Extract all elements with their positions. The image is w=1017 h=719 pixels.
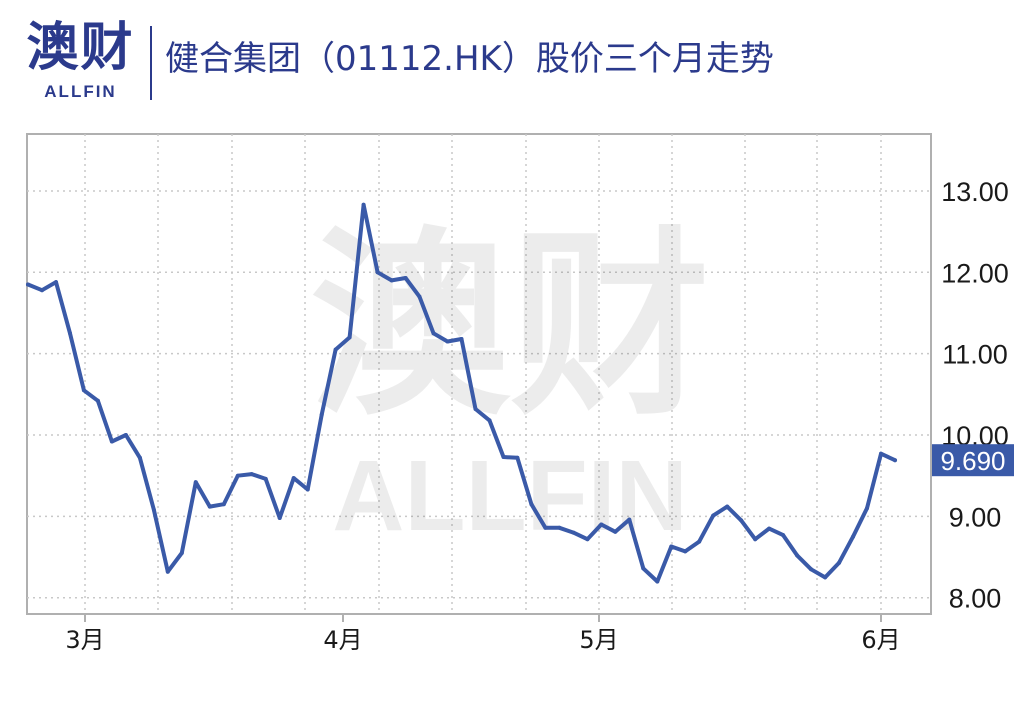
data-point [291,476,296,481]
data-point [95,398,100,403]
data-point [711,513,716,518]
data-point [697,539,702,544]
x-axis-ticks: 3月 4月 5月 6月 [65,614,901,654]
data-point [529,502,534,507]
price-data-points [26,202,897,584]
data-point [389,278,394,283]
data-point [739,518,744,523]
data-point [585,537,590,542]
data-point [683,549,688,554]
data-point [571,530,576,535]
data-point [879,451,883,456]
data-point [235,473,240,478]
data-point [781,533,786,538]
y-tick-label: 12.00 [941,258,1009,288]
data-point [599,522,604,527]
last-price-value: 9.690 [940,446,1005,476]
data-point [459,337,464,341]
data-point [501,455,506,459]
data-point [54,280,58,285]
data-point [445,339,450,344]
plot-frame [26,133,932,615]
data-point [361,202,366,207]
x-tick-label: 5月 [579,626,618,654]
data-point [515,455,520,460]
x-tick-label: 4月 [323,626,362,654]
allfin-logo: 澳财 ALLFIN [18,18,143,104]
data-point [641,566,646,571]
data-point [221,502,226,507]
data-point [669,544,674,549]
data-point [753,537,758,542]
data-point [725,504,730,509]
data-point [431,331,436,336]
data-point [333,347,338,352]
data-point [487,418,492,423]
data-point [68,331,72,336]
header-divider [150,26,152,100]
data-point [123,433,128,437]
x-tick-label: 3月 [65,626,104,654]
data-point [795,553,800,558]
data-point [473,407,478,411]
logo-english-text: ALLFIN [44,82,117,101]
chart-title: 健合集团（01112.HK）股价三个月走势 [165,39,774,79]
logo-chinese-text: 澳财 [26,18,135,78]
data-point [865,506,869,511]
data-point [809,567,814,572]
data-point [305,487,310,492]
data-point [319,412,324,417]
data-point [767,526,772,531]
data-point [627,517,632,522]
data-point [137,455,142,460]
data-point [613,529,618,534]
data-point [837,560,842,565]
data-point [417,294,422,299]
y-tick-label: 8.00 [949,584,1002,614]
data-point [375,270,380,275]
allfin-watermark: 澳财 ALLFIN [310,210,710,552]
data-point [165,569,170,574]
y-tick-label: 13.00 [941,177,1009,207]
data-point [543,525,548,530]
data-point [851,534,855,539]
data-point [823,575,828,580]
grid-lines [27,134,931,614]
data-point [207,504,212,509]
last-price-label: 9.690 [932,444,1014,477]
data-point [347,335,352,340]
data-point [151,507,156,512]
watermark-cn: 澳财 [310,210,710,443]
data-point [557,525,562,530]
data-point [277,516,282,520]
data-point [263,476,268,481]
data-point [179,551,184,555]
data-point [249,472,254,477]
x-tick-label: 6月 [861,626,900,654]
y-tick-label: 9.00 [949,502,1002,532]
data-point [26,282,30,287]
y-tick-label: 11.00 [942,340,1008,370]
data-point [403,276,408,280]
data-point [40,288,44,293]
data-point [193,480,198,485]
data-point [81,388,86,393]
data-point [893,458,897,463]
data-point [109,439,114,444]
data-point [655,579,660,584]
last-price-badge [932,444,1014,477]
